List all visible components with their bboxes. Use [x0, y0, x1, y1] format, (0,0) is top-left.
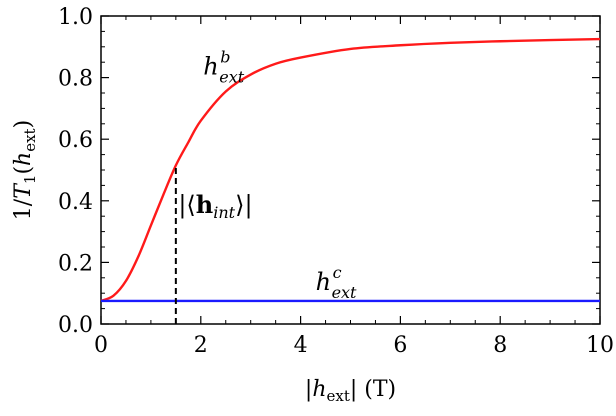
blue-line-label-base: h [316, 268, 331, 296]
series-line-red [100, 37, 601, 303]
series-lines [100, 37, 601, 303]
x-tick-label: 6 [393, 333, 407, 358]
x-tick-label: 0 [94, 333, 108, 358]
red-curve-label-base: h [203, 53, 218, 81]
x-tick-label: 10 [586, 333, 614, 358]
y-tick-label: 0.6 [58, 128, 93, 153]
axis-labels: |hext| (T) 1/T1(hext) [11, 120, 396, 405]
red-curve-label-sub: ext [219, 68, 244, 87]
blue-line-label-sub: ext [332, 283, 357, 302]
y-tick-label: 1.0 [58, 5, 93, 30]
tick-marks [100, 15, 601, 325]
x-axis-label: |hext| (T) [305, 377, 396, 405]
x-tick-label: 4 [294, 333, 308, 358]
y-tick-label: 0.4 [58, 190, 93, 215]
red-curve-label-sup: b [220, 48, 230, 67]
tick-labels: 0 2 4 6 8 10 0.0 0.2 0.4 0.6 0.8 1.0 [58, 5, 614, 358]
x-tick-label: 2 [194, 333, 208, 358]
x-tick-label: 8 [493, 333, 507, 358]
y-axis-label: 1/T1(hext) [11, 120, 39, 220]
marker-label: |⟨hint⟩| [178, 190, 252, 222]
blue-line-label-sup: c [333, 263, 342, 282]
y-tick-label: 0.2 [58, 251, 93, 276]
y-tick-label: 0.0 [58, 313, 93, 338]
y-tick-label: 0.8 [58, 67, 93, 92]
